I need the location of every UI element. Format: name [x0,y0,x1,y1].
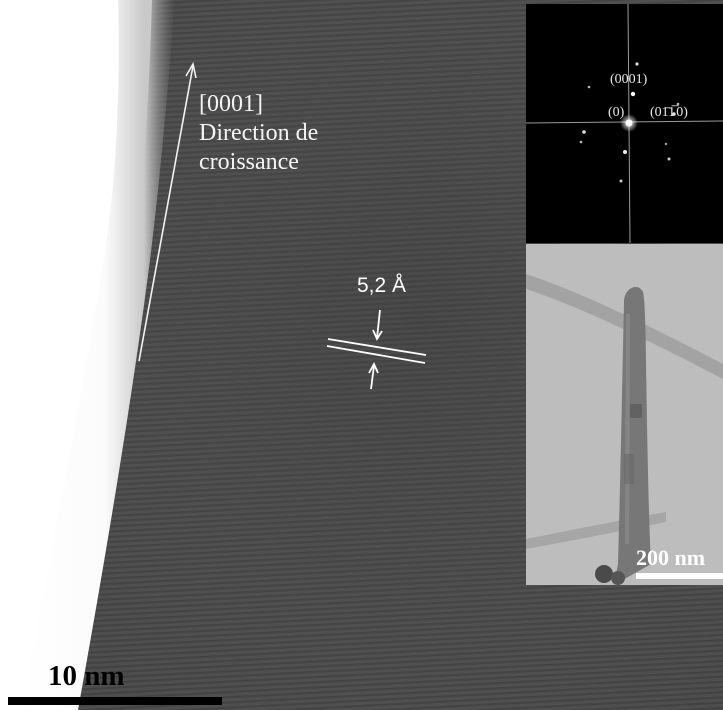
growth-direction-line2: croissance [199,149,299,175]
nanowire-image [526,244,723,585]
amorphous-edge [20,0,175,710]
fft-label-01-10: (01̄1̅ 0) [650,105,688,120]
lattice-spacing-marker [326,309,427,390]
nanowire [614,287,651,585]
fft-label-0001: (0001) [610,72,648,87]
fft-label-center: (0) [608,105,625,120]
lattice-spacing-label: 5,2 Å [357,274,407,297]
growth-direction-index: [0001] [199,91,263,117]
growth-direction-arrow [138,61,197,362]
main-scale-bar-label: 10 nm [48,660,125,692]
inset-scale-bar-label: 200 nm [636,545,706,570]
tem-nanowire-inset: 200 nm [526,244,723,585]
growth-direction-label: [0001] Direction de croissance [199,90,318,177]
fft-diffraction-inset: (0001) (0) (01̄1̅ 0) [526,4,723,243]
main-scale-bar [8,697,222,705]
inset-scale-bar [636,573,723,579]
fft-pattern [526,4,723,243]
growth-direction-line1: Direction de [199,120,319,146]
